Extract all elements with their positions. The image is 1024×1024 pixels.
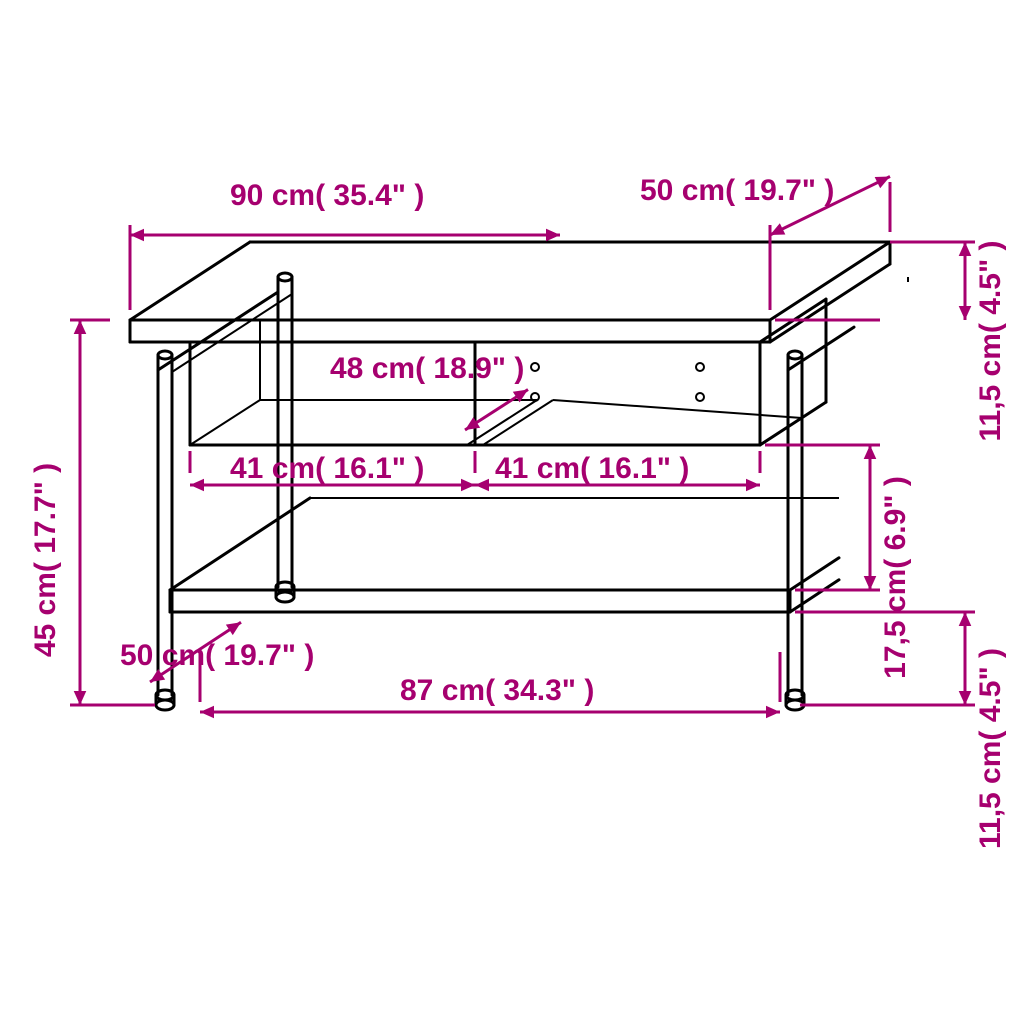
dimension-diagram: 90 cm( 35.4" ) 50 cm( 19.7" ) 48 cm( 18.9"… [0,0,1024,1024]
dim-top-depth: 50 cm( 19.7" ) [640,174,834,207]
dim-shelf-width: 87 cm( 34.3" ) [400,674,594,707]
dim-cubby-left: 41 cm( 16.1" ) [230,452,424,485]
dim-shelf-depth: 50 cm( 19.7" ) [120,639,314,672]
dim-right-top: 11,5 cm( 4.5" ) [974,240,1007,441]
dim-right-mid: 17,5 cm( 6.9" ) [879,476,912,679]
dim-right-bottom: 11,5 cm( 4.5" ) [974,648,1007,849]
dim-top-width: 90 cm( 35.4" ) [230,179,424,212]
dim-height-total: 45 cm( 17.7" ) [29,463,62,657]
dim-inner-depth: 48 cm( 18.9" ) [330,352,524,385]
dim-cubby-right: 41 cm( 16.1" ) [495,452,689,485]
